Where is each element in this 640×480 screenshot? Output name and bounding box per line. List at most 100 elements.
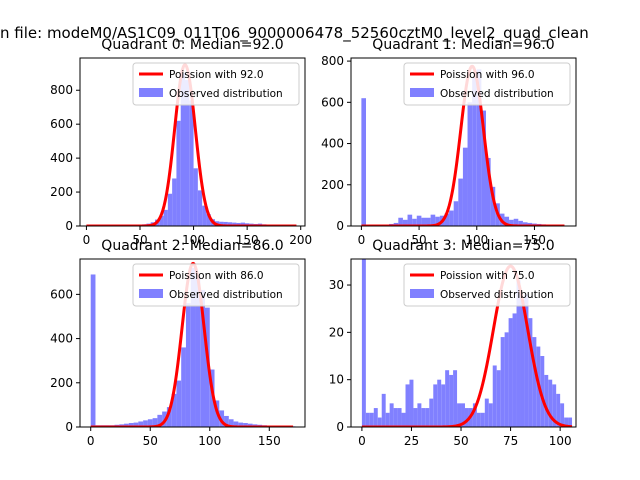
histogram-bar <box>236 222 241 226</box>
y-tick-label: 0 <box>336 420 344 434</box>
panel-title: Quadrant 3: Median=75.0 <box>372 238 554 254</box>
y-tick-label: 600 <box>321 95 344 109</box>
histogram-bar <box>476 412 481 427</box>
histogram-bar <box>441 384 446 427</box>
histogram-bar <box>397 408 402 427</box>
histogram-bar <box>412 218 417 226</box>
histogram-bar <box>138 421 144 427</box>
histogram-bar <box>180 73 185 226</box>
histogram-bar <box>185 80 190 226</box>
legend-box <box>403 62 571 106</box>
legend-bar-label: Observed distribution <box>440 88 554 100</box>
legend-box <box>132 62 300 106</box>
legend-line-label: Poission with 92.0 <box>169 69 264 81</box>
histogram-bar <box>516 280 521 427</box>
y-tick-label: 600 <box>50 287 73 301</box>
x-tick-label: 100 <box>182 233 205 247</box>
poisson-curve <box>361 264 573 427</box>
legend-bar-swatch <box>410 289 434 298</box>
panel-title: Quadrant 0: Median=92.0 <box>101 37 283 53</box>
histogram-bar <box>426 217 431 226</box>
histogram-bar <box>219 221 224 226</box>
histogram-bar <box>172 178 177 226</box>
histogram-bar <box>90 274 96 427</box>
histogram-bar <box>444 213 450 226</box>
histogram-bar <box>227 222 233 226</box>
panel-title: Quadrant 1: Median=96.0 <box>372 37 554 53</box>
legend-line-label: Poission with 96.0 <box>440 69 535 81</box>
x-tick-label: 0 <box>358 233 366 247</box>
histogram-bar <box>453 201 459 226</box>
histogram-bar <box>462 147 468 226</box>
histogram-bar <box>240 222 245 226</box>
histogram-bar <box>247 423 253 427</box>
legend-box <box>132 263 300 307</box>
y-tick-label: 800 <box>321 54 344 68</box>
histogram-bar <box>504 332 509 427</box>
histogram-bar <box>393 408 398 427</box>
histogram-bar <box>522 222 528 226</box>
histogram-bar <box>490 186 496 226</box>
histogram-bar <box>243 423 248 427</box>
histogram-bar <box>167 193 173 226</box>
histogram-bar <box>209 369 215 427</box>
y-tick-label: 400 <box>321 137 344 151</box>
histogram-bar <box>361 98 366 226</box>
histogram-bar <box>556 393 561 427</box>
x-tick-label: 100 <box>549 434 572 448</box>
histogram-bar <box>421 217 426 226</box>
histogram-bar <box>152 418 158 427</box>
histogram-bar <box>200 289 205 427</box>
histogram-bar <box>437 379 442 427</box>
histogram-bar <box>361 259 366 427</box>
histogram-bar <box>568 417 573 427</box>
legend-bar-label: Observed distribution <box>440 289 554 301</box>
histogram-bar <box>413 408 418 427</box>
histogram-bar <box>223 221 228 226</box>
histogram-bar <box>552 384 557 427</box>
histogram-bar <box>421 408 426 427</box>
histogram-bar <box>417 403 422 427</box>
legend: Poission with 92.0 Observed distribution <box>132 62 300 106</box>
histogram-bar <box>206 214 211 226</box>
y-tick-label: 10 <box>329 373 344 387</box>
histogram-bar <box>401 412 406 427</box>
x-tick-label: 0 <box>358 434 366 448</box>
histogram-bar <box>467 102 473 226</box>
x-tick-label: 100 <box>465 233 488 247</box>
histogram-bar <box>143 420 148 427</box>
histogram-bar <box>540 356 545 427</box>
histogram-bar <box>402 219 408 226</box>
histogram-bar <box>548 379 553 427</box>
histogram-bar <box>228 419 234 427</box>
legend: Poission with 75.0 Observed distribution <box>403 263 571 307</box>
y-tick-label: 0 <box>336 219 344 233</box>
y-tick-label: 0 <box>65 219 73 233</box>
histogram-bars <box>86 73 297 226</box>
histogram-bar <box>166 407 172 427</box>
y-tick-label: 0 <box>65 420 73 434</box>
histogram-bar <box>488 403 493 427</box>
y-tick-label: 20 <box>329 325 344 339</box>
histogram-bar <box>163 209 168 226</box>
histogram-bar <box>385 412 390 427</box>
histogram-bar <box>481 110 486 226</box>
legend: Poission with 86.0 Observed distribution <box>132 263 300 307</box>
histogram-bar <box>409 379 414 427</box>
axes-frame <box>350 258 577 428</box>
histogram-bar <box>518 220 523 226</box>
histogram-bar <box>429 398 434 427</box>
x-tick-label: 150 <box>236 233 259 247</box>
x-tick-label: 50 <box>143 434 158 448</box>
histogram-bar <box>202 205 207 226</box>
histogram-bar <box>476 69 482 226</box>
histogram-bar <box>398 217 403 226</box>
legend-line-label: Poission with 86.0 <box>169 270 264 282</box>
x-tick-label: 150 <box>258 434 281 448</box>
histogram-bar <box>233 421 239 427</box>
legend-bar-label: Observed distribution <box>169 88 283 100</box>
histogram-bar <box>185 303 191 427</box>
histogram-bar <box>430 214 436 226</box>
histogram-bar <box>389 403 394 427</box>
